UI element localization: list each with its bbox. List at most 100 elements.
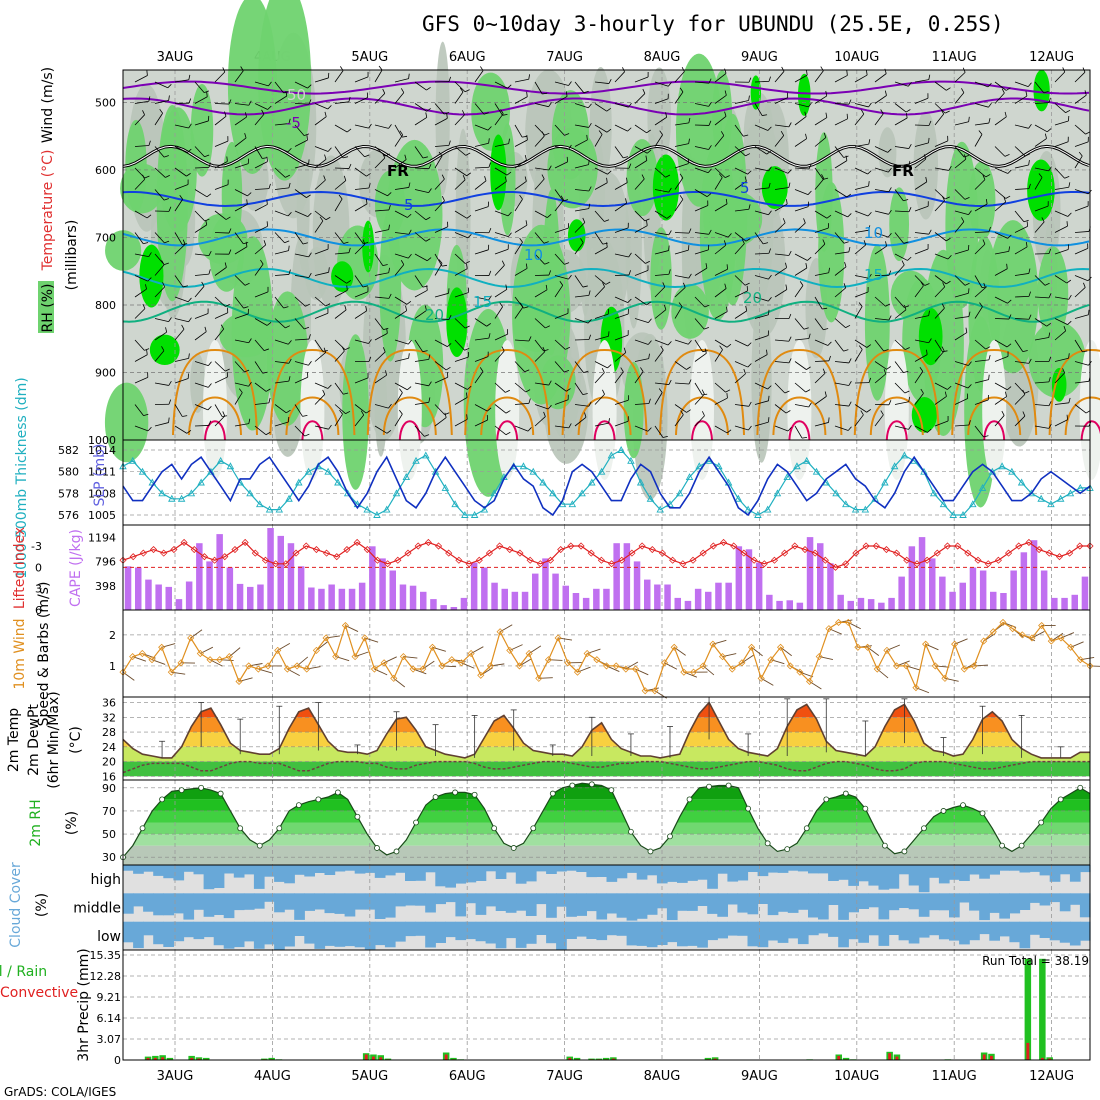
wind-barb-flag bbox=[606, 128, 612, 133]
cloud-bar bbox=[465, 865, 477, 883]
wind-barb bbox=[1014, 318, 1030, 320]
cloud-bar bbox=[395, 921, 406, 942]
wind-barb-flag bbox=[702, 350, 708, 353]
cloud-bar bbox=[626, 921, 638, 946]
wind-barb-flag bbox=[824, 391, 827, 397]
wind-barb-flag bbox=[640, 367, 644, 372]
isotherm-25 bbox=[269, 348, 356, 436]
cape-bar bbox=[257, 584, 264, 610]
wind-barb bbox=[974, 287, 986, 298]
wind-barb-flag bbox=[1025, 241, 1028, 248]
wind-barb bbox=[1054, 372, 1065, 384]
wind-barb-flag bbox=[188, 353, 190, 359]
wind-barb bbox=[914, 354, 928, 362]
wind-barb-flag bbox=[608, 78, 612, 84]
cloud-bar bbox=[374, 893, 386, 919]
wind-barb bbox=[314, 159, 327, 169]
cloud-bar bbox=[737, 865, 749, 881]
cloud-bar bbox=[1019, 865, 1031, 873]
wind10-point bbox=[864, 643, 872, 651]
date-label-top: 10AUG bbox=[834, 50, 879, 65]
wind10-point bbox=[931, 662, 939, 670]
wind-barb-flag bbox=[628, 270, 631, 276]
isotherm-25 bbox=[1048, 348, 1100, 436]
wind-barb bbox=[734, 167, 748, 175]
cloud-bar bbox=[838, 893, 849, 920]
wind-barb bbox=[1054, 357, 1069, 362]
wind-barb bbox=[914, 97, 929, 104]
cape-bar bbox=[582, 597, 590, 610]
wind-barb-flag bbox=[860, 109, 865, 115]
cloud-bar bbox=[616, 893, 628, 918]
wind-barb-flag bbox=[961, 217, 965, 222]
thickness-point bbox=[470, 511, 479, 518]
wind-barb-flag bbox=[745, 153, 751, 157]
isotherm-30 bbox=[772, 396, 827, 436]
wind-barb-flag bbox=[808, 333, 811, 339]
lifted-point bbox=[170, 545, 178, 554]
wind-barb bbox=[214, 140, 229, 147]
cape-bar bbox=[348, 588, 356, 611]
cape-bar bbox=[552, 573, 559, 610]
wind-barb-flag bbox=[628, 252, 632, 258]
lifted-point bbox=[577, 542, 585, 550]
wind-barb-flag bbox=[524, 176, 527, 182]
wind-barb bbox=[634, 160, 648, 169]
cape-bar bbox=[226, 567, 234, 610]
wind-barb bbox=[454, 81, 466, 93]
cloud-bar bbox=[1059, 921, 1071, 943]
wind-barb-flag bbox=[586, 134, 588, 140]
thickness-point bbox=[881, 478, 889, 486]
cloud-bar bbox=[808, 921, 819, 936]
wind-barb bbox=[294, 376, 308, 384]
wind-barb-flag bbox=[858, 345, 863, 350]
wind-barb bbox=[154, 113, 163, 126]
cloud-bar bbox=[888, 865, 900, 889]
cape-bar bbox=[837, 594, 844, 610]
wind-barb-flag bbox=[763, 242, 769, 245]
thickness-point bbox=[549, 489, 557, 497]
wind-barb bbox=[434, 226, 448, 233]
wind-barb bbox=[774, 267, 787, 276]
wind-barb bbox=[214, 210, 227, 220]
cape-bar bbox=[918, 537, 926, 610]
wind-barb bbox=[974, 134, 983, 147]
cloud-bar bbox=[1039, 865, 1051, 876]
wind-barb-flag bbox=[428, 163, 432, 169]
cloud-bar bbox=[949, 893, 960, 918]
wind-barb-flag bbox=[222, 411, 226, 417]
thickness-point bbox=[900, 451, 909, 459]
wind-barb bbox=[874, 167, 889, 173]
wind-barb-flag bbox=[248, 381, 252, 387]
wind10-point bbox=[148, 656, 156, 664]
wind-barb-flag bbox=[426, 108, 431, 112]
cape-bar bbox=[766, 594, 773, 610]
wind-barb-flag bbox=[788, 122, 792, 128]
cape-bar bbox=[1010, 570, 1017, 610]
wind-barb-flag bbox=[787, 426, 792, 432]
wind-barb bbox=[654, 232, 669, 236]
wind-barb bbox=[854, 74, 868, 83]
wind-barb-flag bbox=[662, 435, 668, 438]
wind-barb bbox=[674, 249, 689, 255]
rh-point bbox=[374, 845, 380, 851]
wind-barb bbox=[374, 93, 386, 104]
wind-barb bbox=[274, 274, 289, 276]
wind-barb-flag bbox=[422, 350, 428, 353]
wind-barb-flag bbox=[908, 425, 912, 430]
wind-barb-flag bbox=[583, 90, 589, 94]
wind-barb bbox=[954, 72, 966, 83]
wind-barb-flag bbox=[681, 66, 685, 72]
wind-barb-flag bbox=[588, 122, 592, 128]
cloud-bar bbox=[576, 893, 587, 916]
cloud-bar bbox=[566, 893, 577, 917]
wind10-point bbox=[438, 662, 446, 670]
wind-barb-flag bbox=[607, 364, 612, 369]
wind-barb-flag bbox=[868, 377, 872, 383]
lifted-point bbox=[709, 542, 717, 550]
axis-label-temp: Temperature (°C) bbox=[40, 150, 56, 272]
wind-barb-flag bbox=[306, 194, 311, 198]
wind-barb bbox=[474, 166, 490, 169]
wind-barb-flag bbox=[858, 302, 863, 307]
cape-bar bbox=[460, 597, 468, 610]
